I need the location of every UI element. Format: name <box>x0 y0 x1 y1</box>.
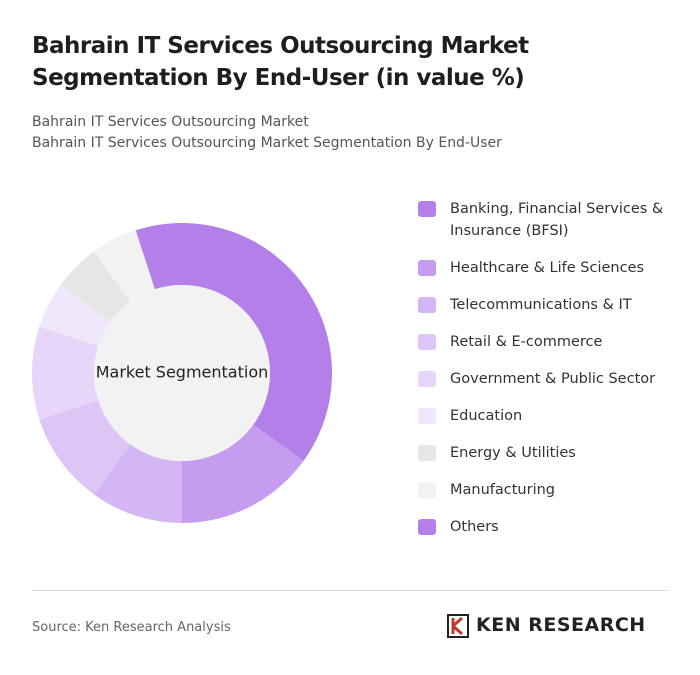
legend-label: Education <box>450 408 523 424</box>
legend-item: Healthcare & Life Sciences <box>418 257 678 279</box>
donut-segment <box>60 251 131 322</box>
legend-item: Manufacturing <box>418 479 678 501</box>
center-label: Market Segmentation <box>96 363 269 382</box>
legend-label: Telecommunications & IT <box>450 297 632 313</box>
legend-item: Education <box>418 405 678 427</box>
legend-swatch <box>418 445 436 461</box>
subtitle: Bahrain IT Services Outsourcing Market <box>32 114 309 130</box>
legend-swatch <box>418 260 436 276</box>
legend-swatch <box>418 201 436 217</box>
legend-swatch <box>418 482 436 498</box>
legend-swatch <box>418 519 436 535</box>
legend-item: Energy & Utilities <box>418 442 678 464</box>
source: Source: Ken Research Analysis <box>32 620 231 635</box>
legend-label: Others <box>450 519 499 535</box>
donut-segment <box>182 424 304 523</box>
legend-item: Telecommunications & IT <box>418 294 678 316</box>
brand-logo <box>447 614 469 638</box>
donut-hole <box>94 285 270 461</box>
legend-label: Manufacturing <box>450 482 555 498</box>
legend-item: Banking, Financial Services & Insurance … <box>418 198 678 242</box>
donut-segment <box>32 326 99 420</box>
legend-item: Others <box>418 516 678 538</box>
divider <box>32 590 668 591</box>
legend-swatch <box>418 371 436 387</box>
legend-label: Government & Public Sector <box>450 371 656 387</box>
legend-label: Banking, Financial Services & Insurance … <box>450 201 664 239</box>
legend-item: Government & Public Sector <box>418 368 678 390</box>
brand-name: KEN RESEARCH <box>476 614 646 636</box>
donut-segment <box>135 223 332 462</box>
legend-swatch <box>418 408 436 424</box>
legend-label: Retail & E-commerce <box>450 334 603 350</box>
chart-title: Bahrain IT Services Outsourcing Market S… <box>32 33 529 91</box>
donut-chart: Market Segmentation <box>32 223 332 523</box>
donut-segment <box>93 230 155 302</box>
legend-swatch <box>418 334 436 350</box>
donut-segment <box>39 284 111 346</box>
donut-segment <box>39 400 131 495</box>
legend-label: Energy & Utilities <box>450 445 576 461</box>
legend: Banking, Financial Services & Insurance … <box>418 198 678 553</box>
legend-item: Retail & E-commerce <box>418 331 678 353</box>
donut-segment <box>93 444 182 523</box>
legend-swatch <box>418 297 436 313</box>
legend-label: Healthcare & Life Sciences <box>450 260 645 276</box>
subtitle: Bahrain IT Services Outsourcing Market S… <box>32 135 502 151</box>
